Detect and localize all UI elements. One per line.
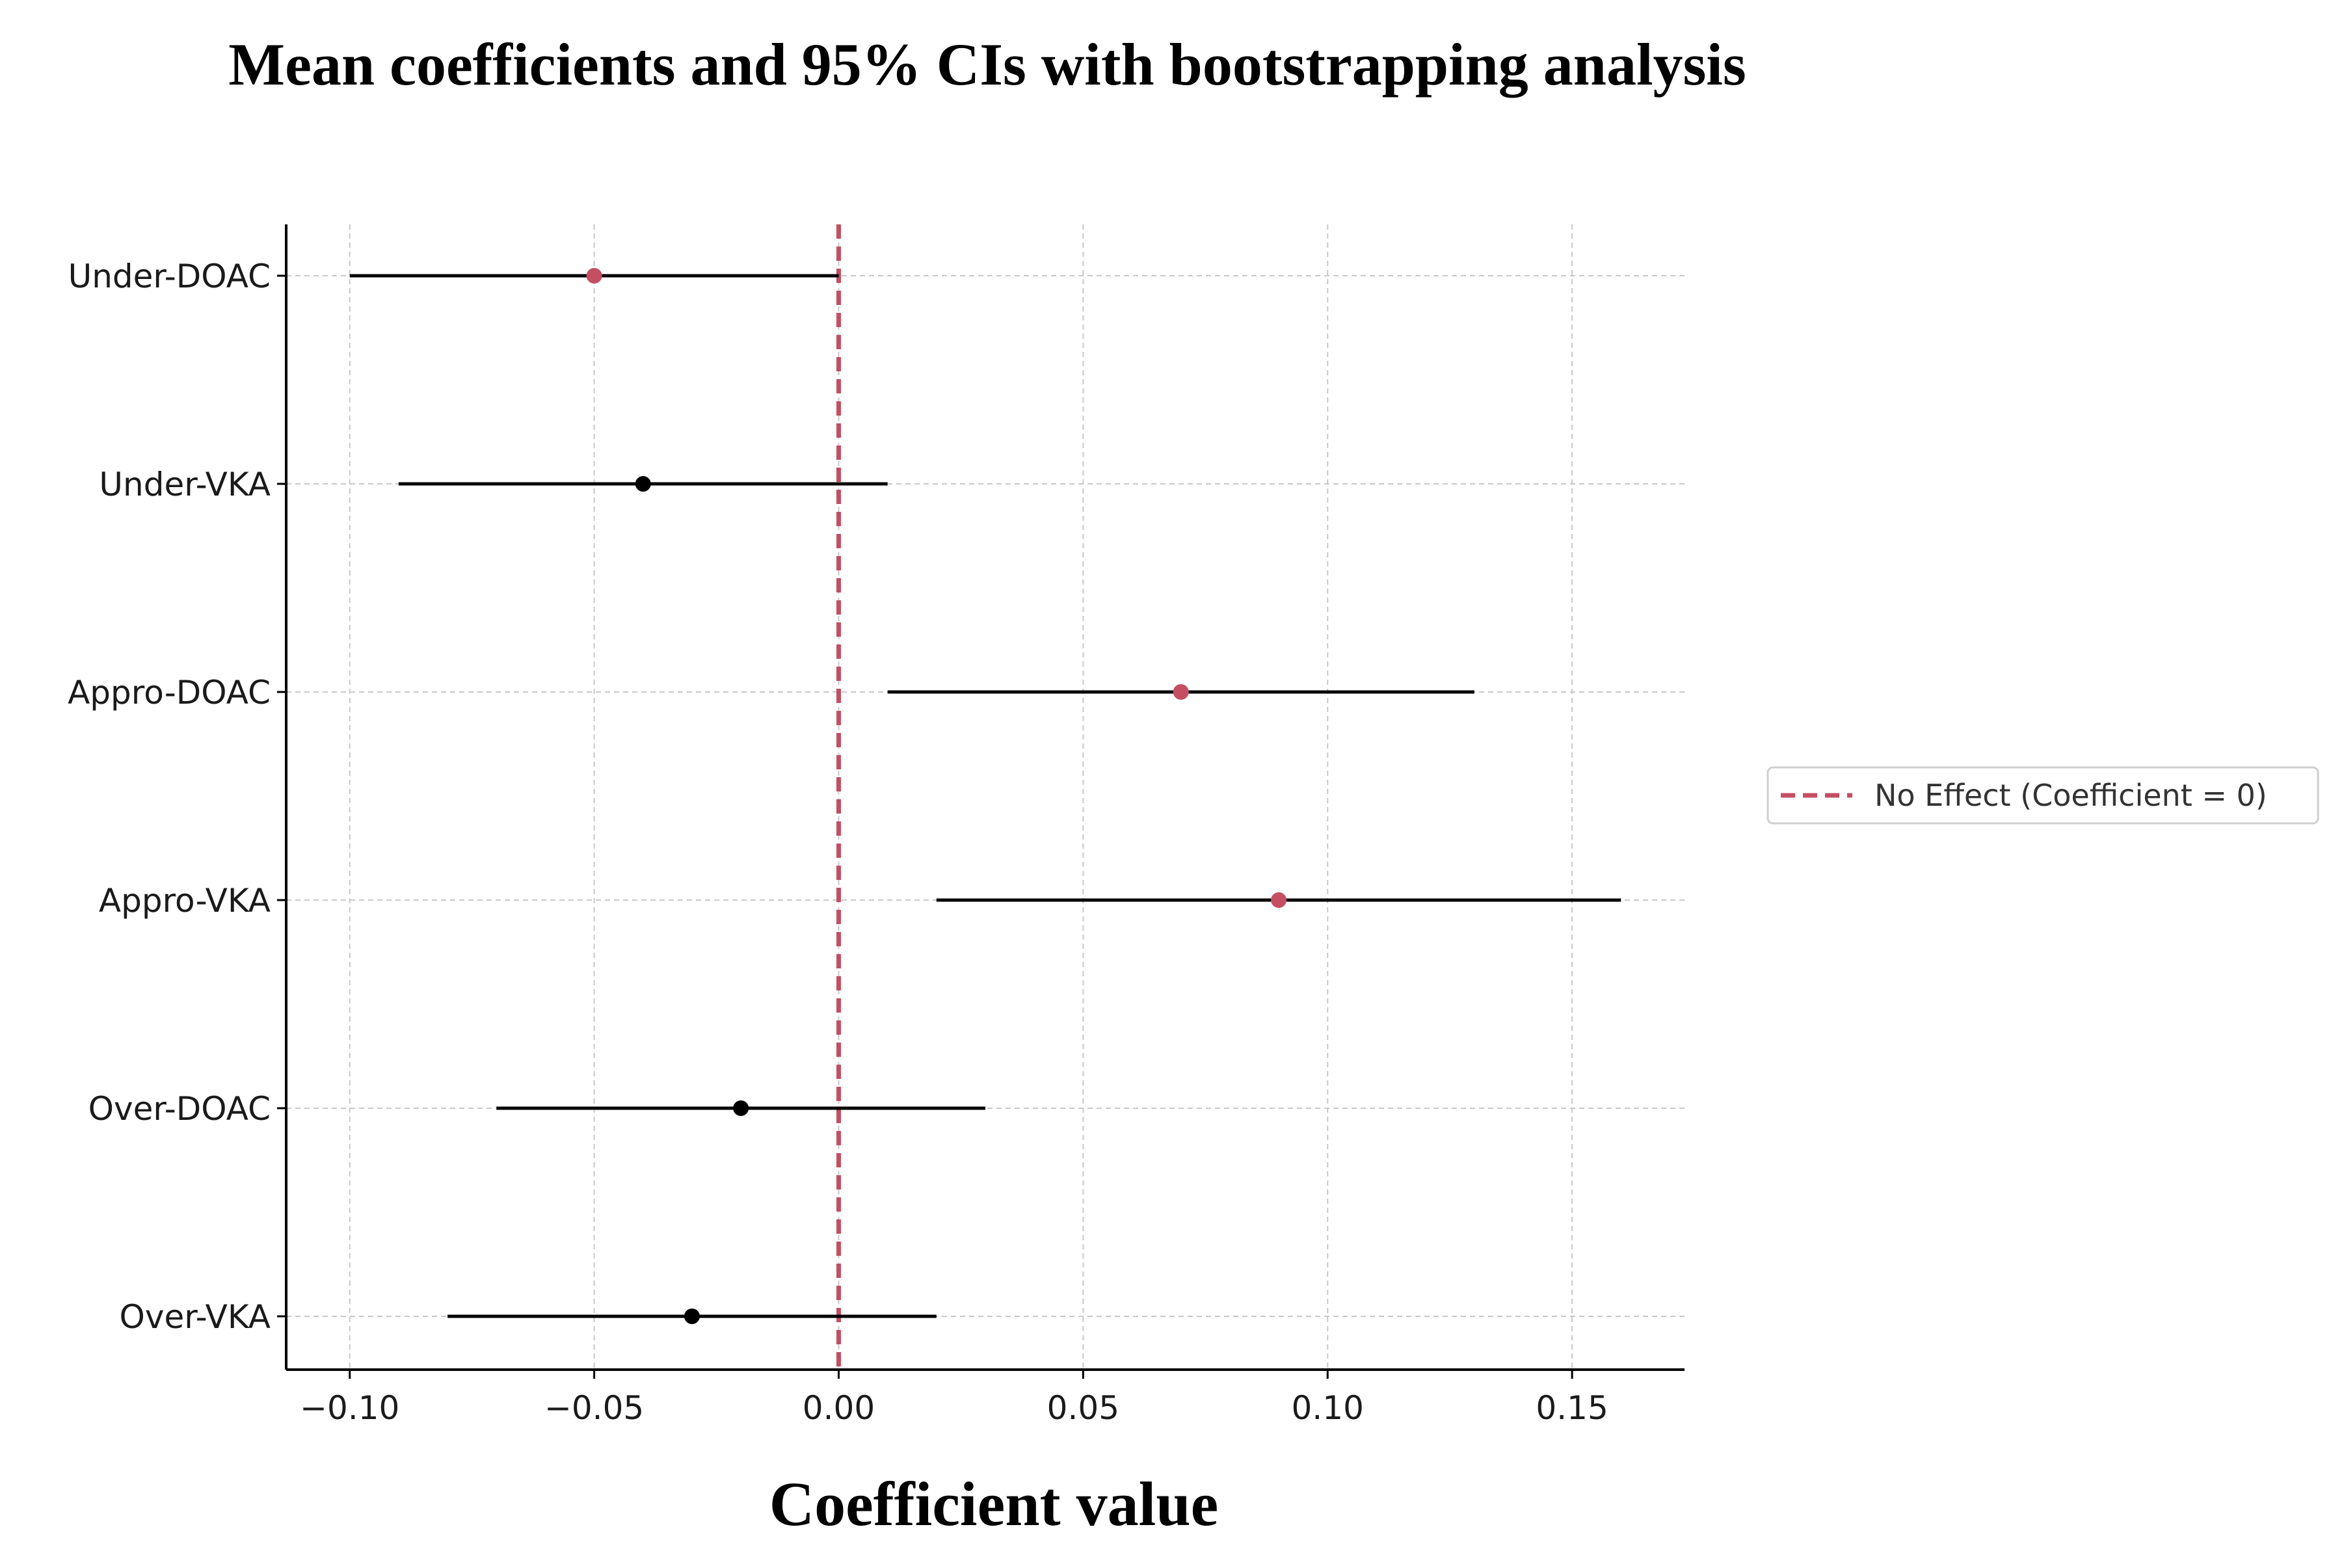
legend: No Effect (Coefficient = 0) [1766, 766, 2319, 825]
mean-point [1173, 684, 1189, 700]
marks-layer [349, 268, 1621, 1324]
mean-point [684, 1309, 700, 1324]
x-tick-label: 0.15 [1536, 1389, 1608, 1427]
x-tick-label: −0.05 [544, 1389, 644, 1427]
labels-layer: −0.10 −0.05 0.00 0.05 0.10 0.15 Under-DOAC Unde… [68, 258, 1608, 1427]
legend-box [1766, 766, 2319, 825]
mean-point [733, 1100, 749, 1116]
x-tick-label: 0.10 [1292, 1389, 1364, 1427]
y-tick-label: Appro-DOAC [68, 674, 271, 711]
legend-entry-no-effect: No Effect (Coefficient = 0) [1874, 778, 2267, 813]
chart-title: Mean coefficients and 95% CIs with boots… [228, 31, 1746, 98]
y-tick-label: Under-VKA [99, 466, 271, 503]
x-axis-label: Coefficient value [769, 1469, 1218, 1539]
mean-point [635, 476, 651, 492]
y-tick-label: Over-DOAC [88, 1090, 271, 1128]
axis-layer [277, 224, 1685, 1379]
mean-point [1271, 892, 1287, 908]
mean-point [586, 268, 602, 284]
y-tick-label: Under-DOAC [68, 258, 271, 295]
y-tick-label: Over-VKA [120, 1298, 271, 1336]
y-tick-label: Appro-VKA [99, 882, 271, 920]
x-tick-label: −0.10 [300, 1389, 399, 1427]
x-tick-label: 0.00 [803, 1389, 875, 1427]
x-tick-label: 0.05 [1047, 1389, 1119, 1427]
